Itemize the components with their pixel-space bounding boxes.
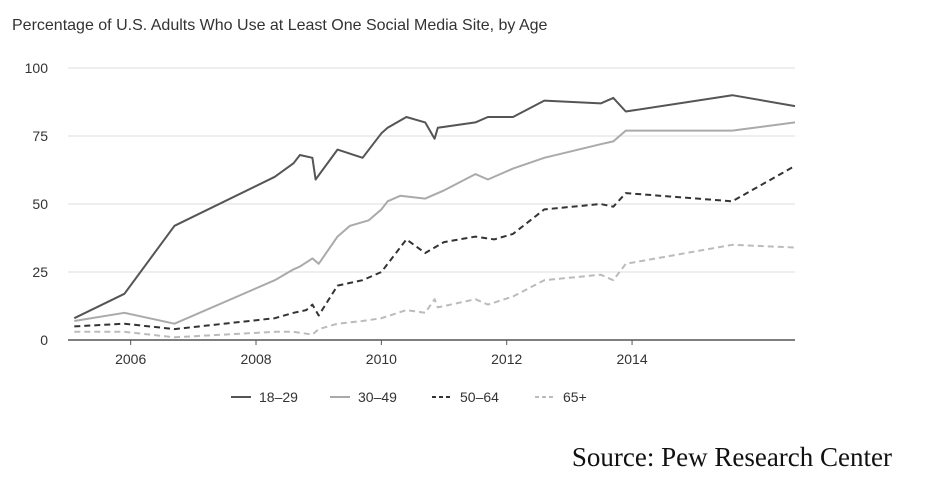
y-tick-label: 25 — [32, 264, 48, 280]
x-tick-label: 2012 — [491, 351, 522, 367]
series-lines — [73, 94, 796, 339]
y-tick-label: 50 — [32, 196, 48, 212]
legend-label-1: 18–29 — [259, 389, 298, 405]
legend-label-2: 30–49 — [358, 389, 397, 405]
y-tick-label: 75 — [32, 128, 48, 144]
axes: 0 25 50 75 100 2006 2008 2010 2012 2014 — [25, 60, 648, 367]
y-tick-label: 100 — [25, 60, 49, 76]
legend: 18–29 30–49 50–64 65+ — [231, 389, 587, 405]
series-line-1 — [73, 94, 796, 320]
gridlines — [68, 67, 795, 341]
legend-label-4: 65+ — [563, 389, 587, 405]
x-tick-label: 2014 — [616, 351, 647, 367]
series-line-3 — [74, 165, 796, 331]
legend-label-3: 50–64 — [460, 389, 499, 405]
x-tick-label: 2006 — [115, 351, 146, 367]
chart-title: Percentage of U.S. Adults Who Use at Lea… — [12, 17, 548, 34]
series-line-4 — [74, 243, 796, 339]
x-tick-label: 2008 — [240, 351, 271, 367]
y-tick-label: 0 — [40, 332, 48, 348]
source-note: Source: Pew Research Center — [571, 442, 892, 472]
series-line-2 — [74, 121, 796, 325]
x-tick-label: 2010 — [366, 351, 397, 367]
